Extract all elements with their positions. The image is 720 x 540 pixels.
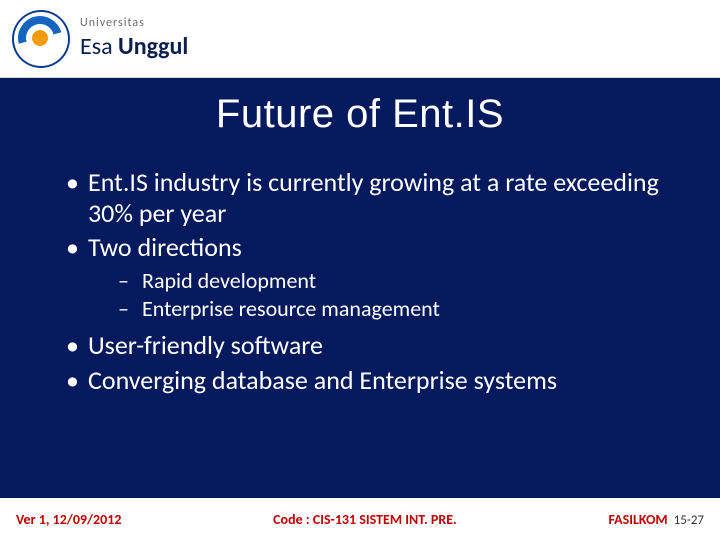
footer-right: FASILKOM 15-27 [609, 511, 704, 528]
university-logo-icon [12, 10, 70, 68]
sub-bullet-item: Rapid development [88, 267, 660, 295]
footer-page-number: 15-27 [674, 513, 704, 528]
bullet-item: Two directions Rapid development Enterpr… [60, 232, 660, 322]
presentation-slide: Universitas Esa Unggul Future of Ent.IS … [0, 0, 720, 540]
bullet-text: User-friendly software [88, 329, 323, 361]
slide-content: Ent.IS industry is currently growing at … [0, 167, 720, 399]
slide-title: Future of Ent.IS [0, 92, 720, 137]
footer-version: Ver 1, 12/09/2012 [16, 511, 121, 528]
university-name-block: Universitas Esa Unggul [80, 16, 188, 61]
bullet-text: Two directions [88, 231, 242, 263]
footer-faculty: FASILKOM [609, 511, 668, 528]
bullet-item: Ent.IS industry is currently growing at … [60, 167, 660, 228]
slide-body: Future of Ent.IS Ent.IS industry is curr… [0, 78, 720, 498]
university-prefix: Universitas [80, 16, 188, 30]
footer-code: Code : CIS-131 SISTEM INT. PRE. [273, 511, 457, 528]
slide-header: Universitas Esa Unggul [0, 0, 720, 78]
university-name: Esa Unggul [80, 32, 188, 61]
bullet-item: Converging database and Enterprise syste… [60, 365, 660, 396]
sub-bullet-item: Enterprise resource management [88, 295, 660, 323]
bullet-text: Ent.IS industry is currently growing at … [88, 166, 659, 229]
bullet-text: Converging database and Enterprise syste… [88, 364, 557, 396]
slide-footer: Ver 1, 12/09/2012 Code : CIS-131 SISTEM … [0, 498, 720, 540]
bullet-item: User-friendly software [60, 330, 660, 361]
